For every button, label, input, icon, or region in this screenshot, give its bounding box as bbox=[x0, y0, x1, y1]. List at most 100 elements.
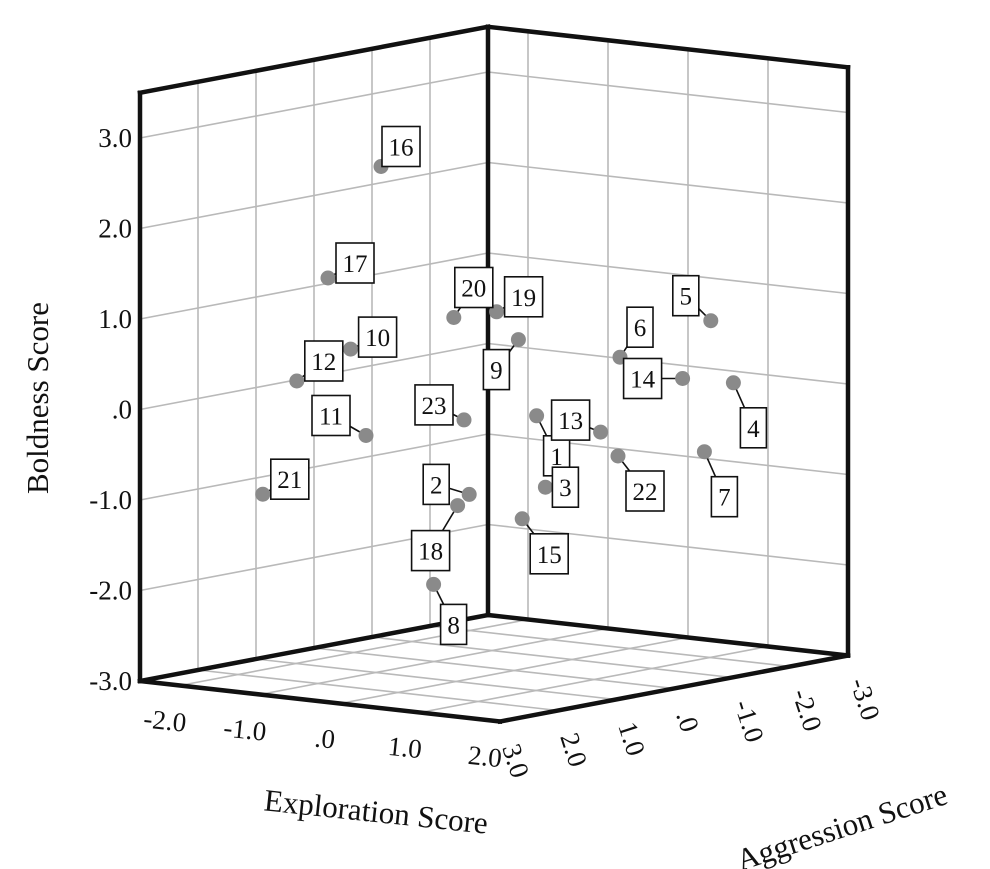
y-tick-label: .0 bbox=[670, 707, 705, 736]
z-axis-title: Boldness Score bbox=[20, 302, 55, 494]
grid-line bbox=[487, 161, 849, 204]
point-label: 11 bbox=[319, 404, 343, 431]
data-point: 14 bbox=[622, 357, 691, 400]
point-label: 23 bbox=[422, 393, 447, 420]
point-label-box bbox=[622, 357, 663, 400]
y-tick-label: -1.0 bbox=[728, 696, 770, 746]
point-label-box bbox=[626, 306, 654, 349]
data-point: 13 bbox=[550, 399, 609, 441]
point-label-box bbox=[625, 470, 665, 512]
point-label: 3 bbox=[559, 475, 572, 502]
point-label: 20 bbox=[461, 276, 486, 303]
grid-line bbox=[255, 658, 617, 701]
point-label: 21 bbox=[277, 467, 302, 494]
point-label-box bbox=[453, 266, 494, 309]
data-point: 5 bbox=[671, 274, 719, 329]
point-label-box bbox=[303, 340, 344, 382]
data-point: 19 bbox=[489, 275, 544, 320]
grid-line bbox=[139, 252, 489, 320]
grid-line bbox=[487, 523, 849, 566]
x-tick-label: 1.0 bbox=[387, 731, 424, 764]
z-tick-label: .0 bbox=[112, 395, 132, 425]
frame-edge bbox=[137, 612, 491, 684]
data-point: 11 bbox=[311, 394, 374, 443]
point-label: 17 bbox=[343, 251, 368, 278]
data-point: 22 bbox=[610, 448, 665, 512]
point-label: 19 bbox=[511, 285, 536, 312]
point-label-box bbox=[529, 532, 570, 575]
point-label: 12 bbox=[311, 349, 336, 376]
data-point: 10 bbox=[343, 316, 398, 358]
data-point: 15 bbox=[514, 511, 570, 575]
point-label-box bbox=[269, 458, 310, 501]
y-tick-label: 2.0 bbox=[554, 729, 593, 770]
data-point: 9 bbox=[482, 332, 526, 391]
point-marker bbox=[510, 332, 526, 348]
point-label: 9 bbox=[490, 358, 503, 385]
point-marker bbox=[289, 373, 305, 389]
point-label: 4 bbox=[747, 416, 760, 443]
data-point: 6 bbox=[612, 306, 654, 365]
grid-line bbox=[313, 647, 675, 690]
grid-line bbox=[371, 636, 733, 679]
z-tick-label: -2.0 bbox=[89, 576, 132, 606]
data-point: 16 bbox=[373, 125, 421, 174]
y-tick-label: -2.0 bbox=[786, 685, 828, 735]
point-label: 5 bbox=[680, 284, 693, 311]
point-label: 2 bbox=[430, 472, 443, 499]
point-label-box bbox=[503, 275, 544, 318]
point-label-box bbox=[311, 394, 351, 437]
point-marker bbox=[696, 444, 712, 460]
grid-line bbox=[487, 71, 849, 114]
point-marker bbox=[343, 341, 359, 357]
z-tick-label: -1.0 bbox=[89, 485, 132, 515]
point-label: 7 bbox=[718, 485, 731, 512]
data-point: 8 bbox=[426, 576, 468, 646]
frame-edge bbox=[137, 678, 503, 724]
y-tick-label: 1.0 bbox=[612, 718, 651, 759]
frame-edge bbox=[137, 24, 491, 96]
point-label-box bbox=[414, 384, 454, 426]
point-marker bbox=[514, 511, 530, 527]
grid-line bbox=[487, 433, 849, 476]
point-label: 1 bbox=[550, 444, 563, 471]
grid-line bbox=[139, 71, 489, 139]
frame-edge bbox=[485, 24, 851, 70]
grid-line bbox=[139, 433, 489, 501]
frame-edge bbox=[497, 652, 851, 725]
point-label-box bbox=[381, 125, 421, 168]
point-label-box bbox=[551, 466, 580, 509]
point-marker bbox=[255, 486, 271, 502]
grid-line bbox=[429, 625, 791, 668]
point-marker bbox=[725, 375, 741, 391]
point-label-box bbox=[357, 316, 398, 358]
point-label-box bbox=[482, 348, 511, 391]
point-marker bbox=[450, 498, 466, 514]
point-marker bbox=[446, 310, 462, 325]
x-tick-label: 2.0 bbox=[467, 740, 504, 773]
point-label: 13 bbox=[558, 408, 583, 435]
data-point: 2 bbox=[422, 463, 477, 506]
point-marker bbox=[529, 408, 545, 424]
grid-line bbox=[487, 252, 849, 295]
y-axis-title: Aggression Score bbox=[732, 776, 952, 869]
point-label-box bbox=[710, 475, 739, 518]
plot-frame bbox=[137, 24, 851, 725]
data-point: 4 bbox=[725, 375, 768, 449]
point-label-box bbox=[410, 529, 451, 572]
point-marker bbox=[610, 448, 626, 464]
point-label: 18 bbox=[418, 539, 443, 566]
point-label-box bbox=[671, 274, 700, 317]
point-label-box bbox=[550, 399, 591, 441]
data-point: 17 bbox=[320, 242, 375, 286]
point-label: 10 bbox=[365, 325, 390, 352]
point-label: 8 bbox=[447, 612, 460, 639]
grid-line bbox=[197, 669, 559, 712]
point-label: 14 bbox=[630, 367, 656, 394]
z-tick-label: -3.0 bbox=[89, 666, 132, 696]
point-marker bbox=[426, 576, 442, 592]
z-tick-label: 2.0 bbox=[98, 214, 132, 244]
point-marker bbox=[675, 371, 691, 386]
point-marker bbox=[456, 412, 472, 428]
